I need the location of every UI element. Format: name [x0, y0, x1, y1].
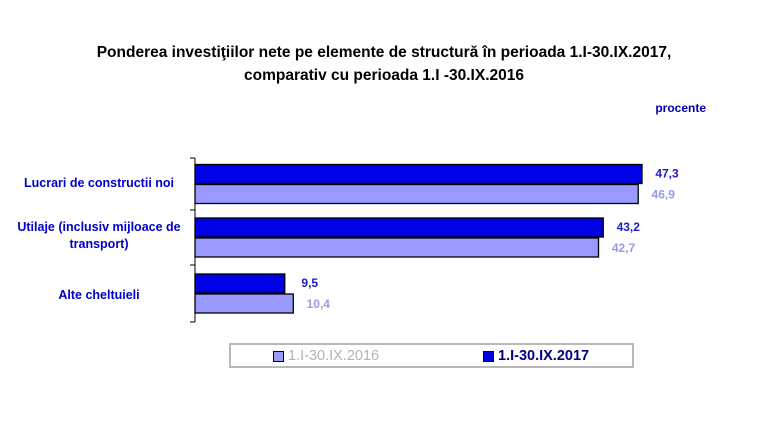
- data-label-2017-0: 47,3: [655, 167, 679, 181]
- legend-label-2016: 1.I-30.IX.2016: [288, 348, 380, 364]
- data-label-2017-2: 9,5: [301, 276, 318, 290]
- category-label-line: Lucrari de constructii noi: [23, 175, 175, 190]
- bar-2017-2: [194, 273, 286, 294]
- category-label-2: Alte cheltuieli: [6, 287, 192, 304]
- category-label-line: transport): [69, 237, 129, 251]
- chart-title-line-2: comparativ cu perioada 1.I -30.IX.2016: [244, 67, 524, 84]
- chart-title-line-1: Ponderea investiţiilor nete pe elemente …: [96, 44, 672, 61]
- data-label-2016-0: 46,9: [652, 188, 676, 202]
- legend-item-2016: 1.I-30.IX.2016: [273, 348, 379, 364]
- bar-2017-1: [194, 217, 604, 238]
- legend: 1.I-30.IX.2016 1.I-30.IX.2017: [229, 343, 634, 368]
- legend-item-2017: 1.I-30.IX.2017: [483, 348, 589, 364]
- legend-swatch-2017: [483, 350, 494, 362]
- category-label-line: Utilaje (inclusiv mijloace de: [17, 220, 181, 234]
- bar-2016-2: [194, 293, 294, 314]
- bar-2017-0: [194, 163, 643, 185]
- bar-2016-0: [194, 183, 639, 205]
- legend-swatch-2016: [273, 350, 284, 362]
- category-label-1: Utilaje (inclusiv mijloace de transport): [6, 219, 192, 253]
- data-label-2016-2: 10,4: [307, 297, 331, 311]
- legend-label-2017: 1.I-30.IX.2017: [498, 348, 590, 364]
- bar-2016-1: [194, 237, 600, 258]
- data-label-2016-1: 42,7: [612, 241, 636, 255]
- category-label-line: Alte cheltuieli: [58, 287, 140, 302]
- category-label-0: Lucrari de constructii noi: [6, 175, 192, 192]
- unit-label: procente: [655, 101, 706, 115]
- data-label-2017-1: 43,2: [617, 220, 641, 234]
